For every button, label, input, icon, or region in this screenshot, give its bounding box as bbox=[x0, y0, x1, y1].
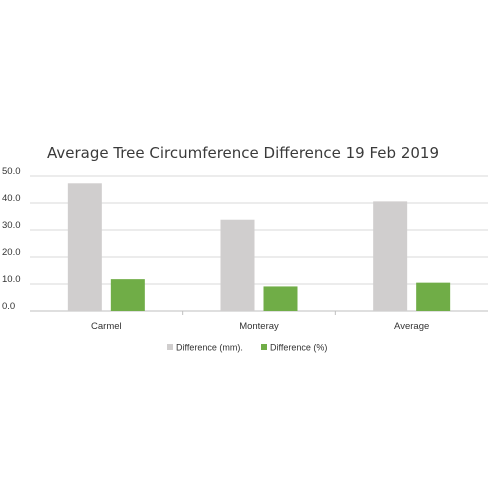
chart-title: Average Tree Circumference Difference 19… bbox=[47, 144, 439, 162]
legend-swatch-series-2 bbox=[261, 344, 267, 350]
bar-monteray-series-2 bbox=[263, 286, 298, 311]
bars bbox=[67, 183, 451, 311]
y-tick-label: 20.0 bbox=[2, 247, 21, 258]
y-tick-label: 40.0 bbox=[2, 193, 21, 204]
y-axis-ticks: 0.0 10.0 20.0 30.0 40.0 50.0 bbox=[2, 166, 21, 312]
bar-average-series-1 bbox=[373, 201, 408, 311]
y-tick-label: 0.0 bbox=[2, 301, 15, 312]
legend-swatch-series-1 bbox=[167, 344, 173, 350]
x-category-label: Carmel bbox=[91, 321, 122, 332]
x-axis-categories: Carmel Monteray Average bbox=[91, 311, 429, 332]
x-category-label: Monteray bbox=[239, 321, 279, 332]
bar-carmel-series-2 bbox=[110, 279, 145, 311]
x-category-label: Average bbox=[394, 321, 429, 332]
y-tick-label: 50.0 bbox=[2, 166, 21, 177]
bar-monteray-series-1 bbox=[220, 219, 255, 311]
bar-carmel-series-1 bbox=[67, 183, 102, 311]
gridlines bbox=[30, 175, 488, 312]
legend-label-series-1: Difference (mm). bbox=[176, 343, 243, 353]
y-tick-label: 10.0 bbox=[2, 274, 21, 285]
legend-label-series-2: Difference (%) bbox=[270, 343, 327, 353]
bar-average-series-2 bbox=[416, 282, 451, 311]
y-tick-label: 30.0 bbox=[2, 220, 21, 231]
legend: Difference (mm). Difference (%) bbox=[167, 343, 327, 353]
